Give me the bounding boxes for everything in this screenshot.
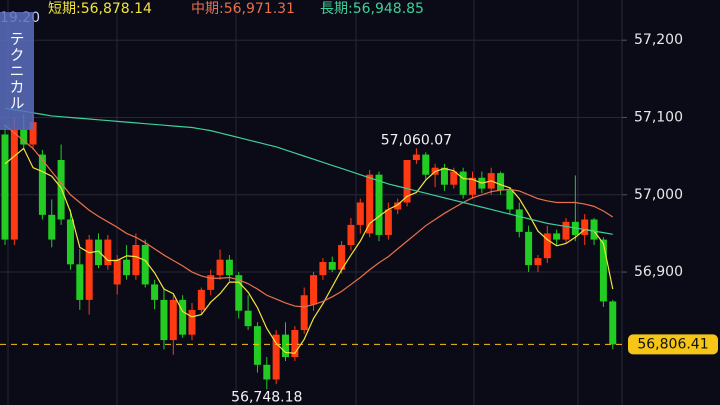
candle-body [216,259,224,276]
candle-body [76,264,84,300]
candle-body [543,233,551,259]
candle-body [282,334,289,358]
candle-body [310,275,318,305]
candle-body [113,259,121,285]
candle-body [179,299,187,335]
candle-body [459,171,467,195]
y-tick-label: 56,900 [634,264,683,280]
candle-body [95,239,102,266]
candle-body [581,219,589,235]
y-tick-label: 57,000 [634,187,683,203]
candle-body [141,245,149,285]
candle-body [169,299,177,341]
candle-body [20,129,28,145]
candle-body [356,202,364,225]
candle-body [412,154,420,160]
candle-body [1,134,9,240]
candle-body [48,214,56,240]
candle-body [38,154,46,215]
candle-body [553,233,561,240]
candle-body [440,167,448,185]
candle-body [123,259,131,276]
candle-body [497,173,505,191]
candle-body [188,309,196,335]
candle-body [384,209,392,235]
legend-entry: 短期:56,878.14 [48,1,152,17]
candle-body [403,159,411,203]
y-tick-label: 57,200 [634,32,683,48]
candle-body [151,284,159,300]
last-price-box [628,334,718,355]
candle-body [225,259,233,276]
candle-body [253,326,261,365]
candle-body [132,245,140,276]
candle-body [10,129,18,240]
ma-line [4,107,613,235]
candle-body [534,258,542,266]
candle-body [590,219,598,240]
candle-body [347,224,355,246]
candle-body [338,245,346,270]
candle-body [197,289,205,310]
candle-body [66,219,74,265]
candle-body [599,239,607,302]
candle-body [450,171,458,185]
candle-body [319,262,327,276]
extreme-label: 57,060.07 [381,132,452,148]
candle-body [104,239,112,266]
candle-body [609,301,617,345]
candle-body [469,177,476,195]
candle-body [85,239,93,300]
candle-body [207,275,215,290]
candle-body [29,122,37,145]
ma-line [4,124,614,308]
candle-body [422,154,430,175]
candle-body [366,174,374,234]
candle-body [272,334,280,380]
candle-body [160,299,168,341]
candle-body [328,262,336,270]
candle-body [57,159,65,220]
candle-body [300,295,308,331]
y-tick-label: 57,100 [634,109,683,125]
candle-body [263,364,271,380]
candle-body [394,202,402,210]
candle-body [375,174,383,235]
last-price-label: 56,806.41 [637,336,708,352]
candle-body [244,310,252,327]
candle-body [235,275,243,311]
legend-entry: 中期:56,971.31 [191,1,295,17]
candle-body [525,231,533,266]
candle-body [515,209,523,232]
extreme-label: 56,748.18 [231,389,302,405]
technical-button[interactable]: テクニカル [0,12,34,130]
candle-body [291,330,299,358]
legend-entry: 長期:56,948.85 [320,1,424,17]
candle-body [562,221,570,240]
candle-body [506,190,514,210]
